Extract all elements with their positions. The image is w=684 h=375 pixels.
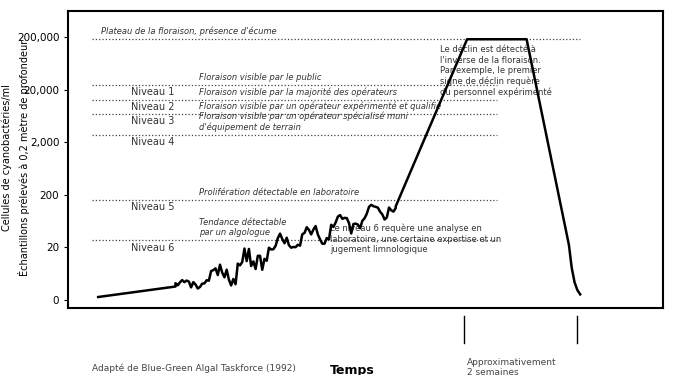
Text: Temps: Temps [330, 364, 375, 375]
Text: Floraison visible par un opérateur spécialisé muni
d'équipement de terrain: Floraison visible par un opérateur spéci… [199, 111, 408, 132]
Text: Niveau 3: Niveau 3 [131, 116, 174, 126]
Text: Approximativement
2 semaines: Approximativement 2 semaines [467, 358, 557, 375]
Text: Floraison visible par le public: Floraison visible par le public [199, 73, 321, 82]
Text: Échantillons prélevés à 0,2 mètre de profondeur: Échantillons prélevés à 0,2 mètre de pro… [18, 39, 30, 276]
Text: Plateau de la floraison, présence d'écume: Plateau de la floraison, présence d'écum… [101, 27, 277, 36]
Text: Niveau 1: Niveau 1 [131, 87, 174, 98]
Text: Floraison visible par un opérateur expérimenté et qualifié: Floraison visible par un opérateur expér… [199, 101, 441, 111]
Text: Tendance détectable
par un algologue: Tendance détectable par un algologue [199, 218, 287, 237]
Text: Le niveau 6 requère une analyse en
laboratoire, une certaine expertise et un
jug: Le niveau 6 requère une analyse en labor… [330, 224, 501, 254]
Text: Niveau 2: Niveau 2 [131, 102, 174, 112]
Text: Floraison visible par la majorité des opérateurs: Floraison visible par la majorité des op… [199, 87, 397, 97]
Text: Niveau 5: Niveau 5 [131, 202, 174, 213]
Text: Niveau 6: Niveau 6 [131, 243, 174, 253]
Text: Cellules de cyanobactéries/ml: Cellules de cyanobactéries/ml [1, 84, 12, 231]
Text: Niveau 4: Niveau 4 [131, 137, 174, 147]
Text: Le déclin est détecté à
l'inverse de la floraison.
Par exemple, le premier
signe: Le déclin est détecté à l'inverse de la … [440, 45, 552, 97]
Text: Adapté de Blue-Green Algal Taskforce (1992): Adapté de Blue-Green Algal Taskforce (19… [92, 364, 296, 373]
Text: Prolifération détectable en laboratoire: Prolifération détectable en laboratoire [199, 188, 360, 197]
